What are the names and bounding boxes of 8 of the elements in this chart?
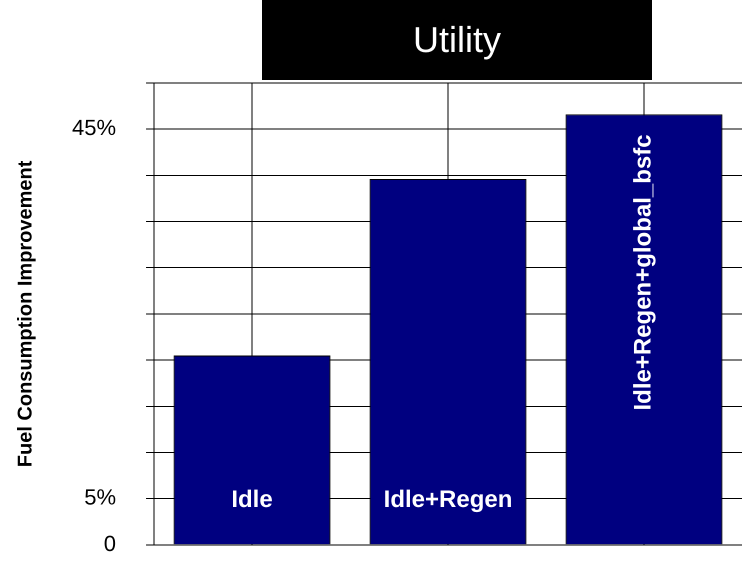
y-tick-label: 0 <box>104 530 116 556</box>
x-tick-label: Idle+Regen+global_bsfc <box>630 134 657 410</box>
x-tick-label: Idle+Regen <box>384 486 512 513</box>
y-tick-label: 5% <box>84 484 116 510</box>
x-tick-label: Idle <box>231 486 273 513</box>
chart-title: Utility <box>262 0 652 80</box>
y-tick-label: 45% <box>72 115 116 140</box>
y-axis-title: Fuel Consumption Improvement <box>14 160 37 468</box>
